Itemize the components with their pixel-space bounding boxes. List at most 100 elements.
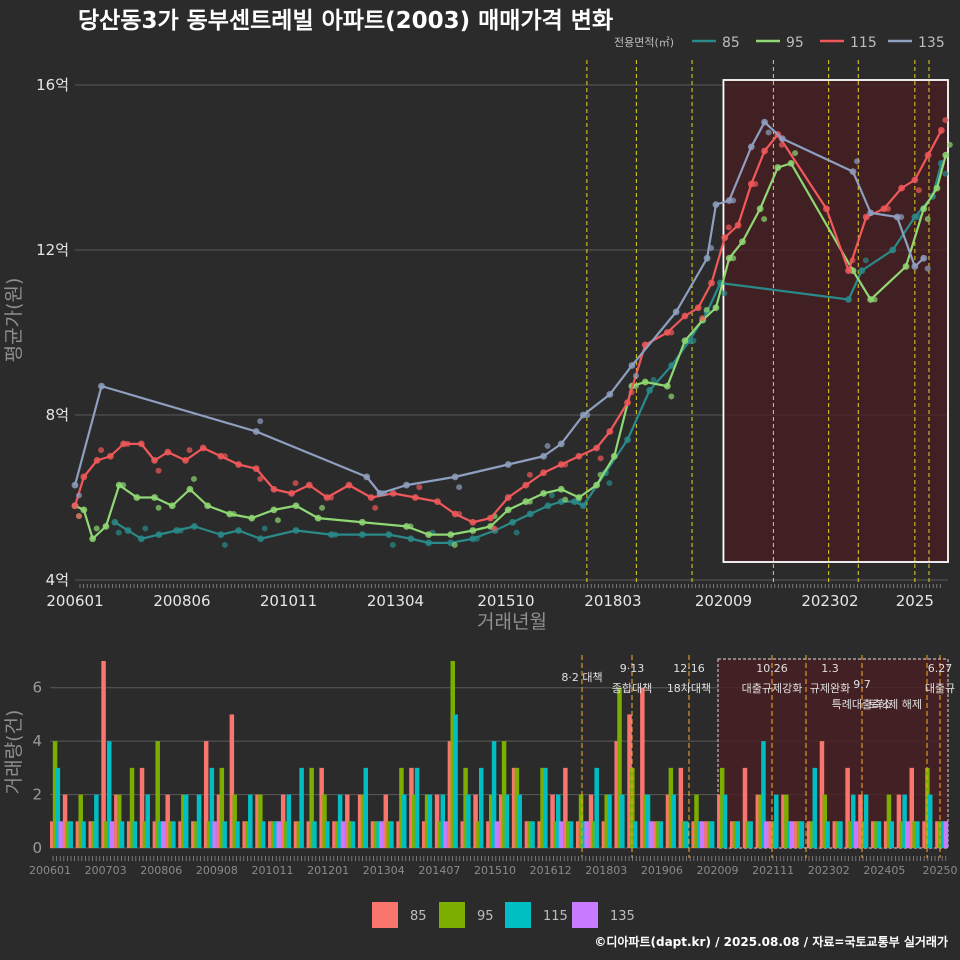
point-95 — [504, 506, 512, 514]
point-85 — [257, 535, 265, 543]
bar-95 — [642, 794, 648, 848]
point-115 — [823, 205, 830, 213]
annotation-date-4: 1.3 — [821, 662, 839, 675]
bar-85 — [216, 794, 222, 848]
point-85 — [124, 527, 132, 534]
point-85 — [646, 386, 654, 394]
bar-115 — [722, 794, 728, 848]
point-95 — [712, 304, 720, 312]
bar-95 — [591, 821, 597, 848]
point-95 — [151, 494, 158, 501]
x-tick-201510: 201510 — [477, 592, 534, 610]
point-135 — [778, 135, 786, 143]
point-135 — [712, 201, 720, 209]
bar-85 — [614, 741, 619, 848]
bar-95 — [886, 794, 892, 848]
point-115 — [487, 514, 494, 522]
point-95 — [89, 535, 97, 543]
bar-115 — [478, 767, 484, 848]
bar-85 — [332, 821, 337, 848]
point-135 — [672, 308, 680, 316]
bar-135 — [379, 821, 384, 848]
point-95 — [933, 184, 941, 192]
point-85 — [111, 518, 119, 526]
point-115 — [562, 461, 569, 468]
bar-115 — [645, 794, 651, 848]
bar-95 — [822, 794, 828, 848]
bar-115 — [697, 821, 702, 848]
point-85 — [155, 531, 163, 539]
bar-85 — [601, 821, 607, 848]
point-115 — [491, 525, 498, 532]
bar-85 — [178, 821, 183, 848]
point-115 — [725, 224, 732, 231]
point-135 — [504, 461, 512, 468]
bar-95 — [732, 821, 738, 848]
bar-85 — [447, 741, 453, 848]
bar-115 — [312, 821, 317, 848]
bar-115 — [915, 821, 920, 848]
bar-115 — [940, 821, 946, 848]
bar-115 — [273, 821, 279, 848]
bar-115 — [248, 794, 253, 848]
bar-115 — [543, 767, 548, 848]
bar-x-tick-201304: 201304 — [363, 864, 405, 877]
bar-85 — [781, 794, 786, 848]
bar-95 — [78, 794, 83, 848]
bar-95 — [707, 821, 712, 848]
point-115 — [151, 456, 158, 464]
annotation-date-3: 10.26 — [756, 662, 788, 675]
point-95 — [730, 255, 737, 262]
point-115 — [252, 465, 260, 473]
point-135 — [853, 158, 860, 165]
point-95 — [920, 205, 928, 213]
legend-bottom-label-85: 85 — [410, 909, 427, 924]
bar-85 — [460, 821, 466, 848]
point-95 — [792, 150, 799, 157]
point-115 — [372, 504, 379, 511]
bar-85 — [640, 687, 645, 848]
point-115 — [734, 221, 742, 229]
bar-85 — [896, 794, 902, 848]
bar-115 — [812, 767, 818, 848]
bar-115 — [709, 821, 715, 848]
credit-text: ©디아파트(dapt.kr) / 2025.08.08 / 자료=국토교통부 실… — [594, 934, 948, 949]
point-135 — [761, 118, 768, 126]
point-95 — [230, 511, 237, 517]
legend-bottom-swatch-85 — [372, 902, 398, 928]
legend-bottom-label-115: 115 — [543, 909, 568, 924]
annotation-label-4: 규제완화 — [810, 682, 850, 695]
point-115 — [164, 448, 172, 456]
bar-95 — [450, 661, 455, 848]
point-95 — [186, 485, 194, 493]
bar-115 — [504, 794, 510, 848]
bar-115 — [889, 821, 894, 848]
point-115 — [504, 494, 512, 501]
point-95 — [80, 506, 88, 514]
point-85 — [115, 529, 122, 536]
legend-bottom: 85 95 115 135 — [372, 902, 635, 928]
point-85 — [473, 535, 480, 542]
bar-85 — [319, 767, 324, 848]
point-115 — [898, 184, 905, 192]
bar-135 — [648, 821, 654, 848]
point-115 — [575, 452, 583, 460]
bar-85 — [293, 821, 299, 848]
bar-135 — [443, 821, 448, 848]
bar-115 — [222, 821, 227, 848]
legend-label-115: 115 — [850, 35, 877, 51]
bar-135 — [558, 821, 564, 848]
point-85 — [858, 267, 866, 275]
bar-85 — [729, 821, 735, 848]
bar-115 — [607, 794, 612, 848]
point-95 — [155, 504, 162, 511]
bar-115 — [119, 821, 125, 848]
bar-135 — [161, 821, 166, 848]
point-95 — [557, 485, 565, 493]
point-85 — [845, 296, 852, 303]
point-115 — [937, 126, 945, 134]
point-135 — [898, 214, 905, 220]
point-135 — [544, 442, 551, 449]
point-115 — [292, 480, 299, 487]
